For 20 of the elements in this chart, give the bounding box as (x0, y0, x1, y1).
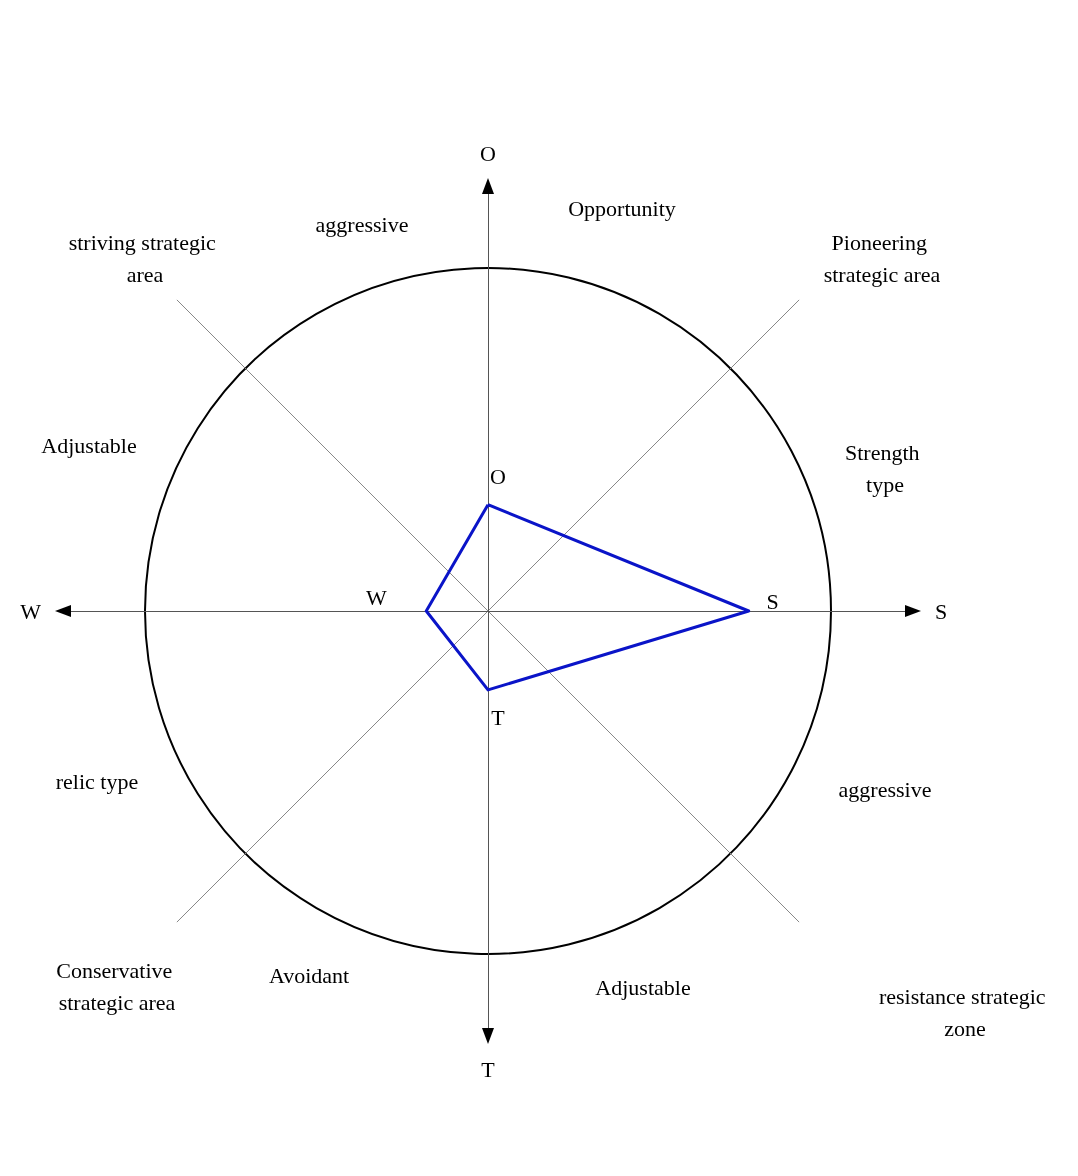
text: striving strategic area (68, 229, 222, 287)
text: aggressive (315, 211, 409, 237)
text: Strength type (844, 439, 926, 497)
text: resistance strategic zone (878, 983, 1052, 1041)
text: Opportunity (568, 195, 676, 221)
text: Adjustable (595, 974, 691, 1000)
text: S (935, 598, 948, 624)
text: relic type (55, 768, 139, 794)
text: Conservative strategic area (56, 957, 178, 1015)
text: Adjustable (41, 432, 137, 458)
spoke-label: W (365, 584, 387, 610)
spoke-label: O (490, 464, 506, 490)
text: O (480, 140, 496, 166)
text: W (20, 598, 41, 624)
text: Pioneering strategic area (823, 229, 941, 287)
text: T (481, 1056, 495, 1082)
text: Avoidant (268, 962, 350, 988)
spoke-label: T (491, 705, 506, 731)
text: aggressive (838, 776, 932, 802)
spoke-label: S (766, 588, 779, 614)
